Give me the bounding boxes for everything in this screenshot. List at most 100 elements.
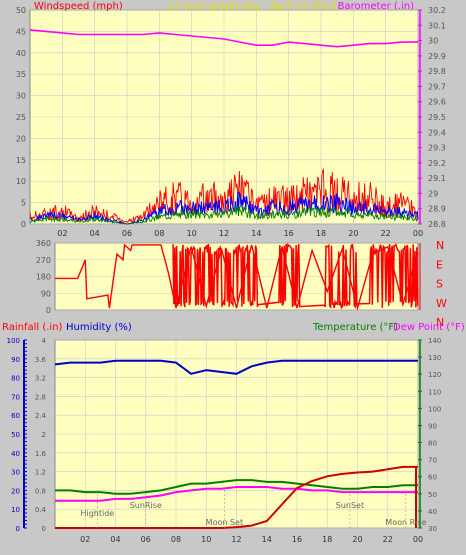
temperature-tick-label: 110 [428,388,441,396]
compass-label: S [436,278,443,291]
barometer-tick-label: 29.5 [428,113,446,122]
humidity-tick-label: 80 [11,375,20,383]
event-annotation: Hightide [80,509,114,518]
barometer-tick-label: 28.9 [428,205,446,214]
barometer-tick-label: 29.6 [428,98,446,107]
rain-x-tick-label: 04 [110,535,120,544]
rain-x-tick-label: 18 [322,535,332,544]
rain-x-tick-label: 14 [262,535,272,544]
barometer-tick-label: 29.4 [428,128,446,137]
temperature-line [55,479,418,495]
compass-label: N [436,316,444,329]
windspeed-axis-title: Windspeed (mph) [34,1,123,12]
direction-tick-label: 90 [41,289,51,298]
direction-tick-label: 0 [46,306,51,315]
rain-x-tick-label: 16 [292,535,302,544]
compass-label: W [436,297,447,310]
rain-x-tick-label: 12 [231,535,241,544]
humidity-axis-title: Humidity (%) [66,322,132,333]
wind-x-tick-label: 22 [381,229,391,238]
wind-x-tick-label: 02 [57,229,67,238]
barometer-tick-label: 29.3 [428,144,446,153]
rainfall-tick-label: 2 [42,431,46,439]
rain-series [54,359,418,529]
windspeed-tick-label: 20 [16,134,26,143]
barometer-tick-label: 29.1 [428,174,446,183]
humidity-tick-label: 90 [11,356,20,364]
humidity-tick-label: 0 [16,525,20,533]
humidity-tick-label: 40 [11,450,20,458]
temperature-axis-title: Temperature (°F) [312,322,398,333]
humidity-line [54,359,418,375]
temperature-tick-label: 120 [428,371,441,379]
wind-x-tick-label: 00 [413,229,423,238]
direction-tick-label: 180 [36,273,51,282]
rain-x-tick-label: 22 [383,535,393,544]
humidity-tick-label: 30 [11,469,20,477]
rainfall-tick-label: 3.6 [35,356,47,364]
direction-tick-label: 270 [36,256,51,265]
humidity-tick-label: 100 [7,337,20,345]
temperature-tick-label: 90 [428,422,437,430]
rainfall-tick-label: 2.4 [35,412,47,420]
barometer-tick-label: 29.8 [428,67,446,76]
barometer-axis-title: Barometer (.in) [338,1,414,12]
temperature-tick-label: 140 [428,337,441,345]
barometer-tick-label: 29.2 [428,159,446,168]
temperature-tick-label: 100 [428,405,441,413]
windspeed-tick-label: 40 [16,49,26,58]
temperature-tick-label: 50 [428,491,437,499]
compass-label: N [436,239,444,252]
windspeed-tick-label: 35 [16,70,26,79]
windspeed-tick-label: 5 [21,199,26,208]
rainfall-tick-label: 0.8 [35,487,46,495]
barometer-tick-label: 29.7 [428,82,446,91]
temperature-tick-label: 130 [428,354,441,362]
barometer-tick-label: 29.9 [428,52,446,61]
barometer-tick-label: 30 [428,37,438,46]
temperature-tick-label: 40 [428,508,437,516]
wind-x-tick-label: 06 [122,229,132,238]
windspeed-tick-label: 15 [16,156,26,165]
rain-x-tick-label: 00 [413,535,423,544]
event-annotation: SunSet [336,501,364,510]
wind-x-tick-label: 08 [154,229,164,238]
rain-axes: 010203040506070809010000.40.81.21.622.42… [7,337,442,544]
dewpoint-line [55,486,418,502]
wind-x-tick-label: 18 [316,229,326,238]
wind-x-tick-label: 10 [187,229,197,238]
rainfall-tick-label: 4 [42,337,47,345]
windspeed-tick-label: 25 [16,113,26,122]
rainfall-tick-label: 1.2 [35,469,46,477]
wind-x-tick-label: 12 [219,229,229,238]
windspeed-tick-label: 30 [16,92,26,101]
rain-x-tick-label: 06 [141,535,151,544]
humidity-tick-label: 20 [11,487,20,495]
event-annotation: Moon Set [206,518,243,527]
direction-tick-label: 360 [36,239,51,248]
windspeed-tick-label: 50 [16,6,26,15]
temperature-tick-label: 30 [428,525,437,533]
windspeed-tick-label: 45 [16,27,26,36]
humidity-tick-label: 50 [11,431,20,439]
wind-x-tick-label: 14 [251,229,261,238]
compass-label: E [436,258,443,271]
humidity-tick-label: 70 [11,393,20,401]
barometer-tick-label: 30.1 [428,21,446,30]
rainfall-tick-label: 0.4 [35,506,47,514]
rain-x-tick-label: 20 [352,535,362,544]
event-annotation: SunRise [130,501,162,510]
rainfall-tick-label: 2.8 [35,393,46,401]
barometer-tick-label: 29 [428,189,438,198]
wind-x-tick-label: 20 [348,229,358,238]
event-annotation: Moon Rise [385,518,426,527]
wind-axes: 0 5 10 15 20 25 30 35 40 45 50 28.8 28.9 29 29.1 29.2 29… [16,6,446,238]
rain-x-tick-label: 08 [171,535,181,544]
wind-series [29,29,419,225]
barometer-tick-label: 30.2 [428,6,446,15]
barometer-line [29,29,418,48]
dewpoint-axis-title: Dew Point (°F) [393,322,465,333]
rain-x-tick-label: 10 [201,535,211,544]
